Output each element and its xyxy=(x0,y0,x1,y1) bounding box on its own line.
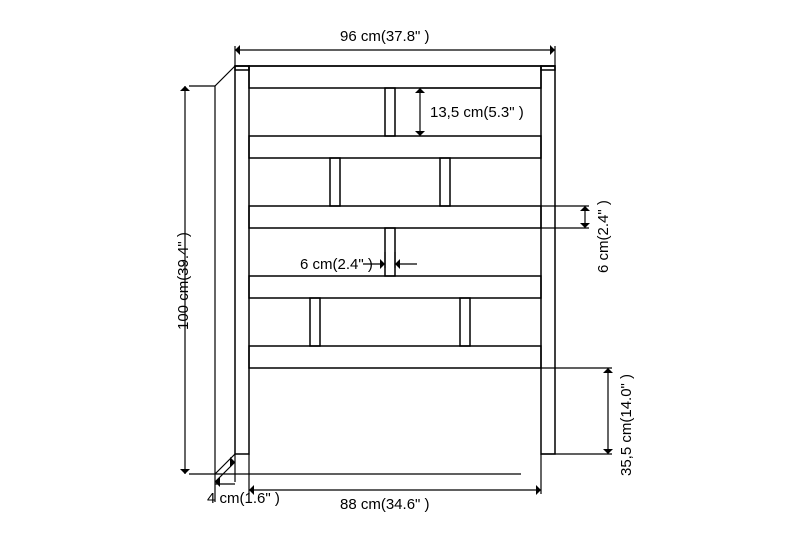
dim-label: 96 cm(37.8" ) xyxy=(340,28,430,45)
dim-label: 6 cm(2.4" ) xyxy=(300,256,373,273)
dim-label: 4 cm(1.6" ) xyxy=(207,490,280,507)
dim-label: 13,5 cm(5.3" ) xyxy=(430,104,524,121)
dim-label: 100 cm(39.4" ) xyxy=(175,232,192,330)
dim-label: 88 cm(34.6" ) xyxy=(340,496,430,513)
dim-label: 35,5 cm(14.0" ) xyxy=(618,374,635,476)
dimension-diagram: 96 cm(37.8" ) 100 cm(39.4" ) 4 cm(1.6" ) 88… xyxy=(0,0,800,533)
dim-label: 6 cm(2.4" ) xyxy=(595,200,612,273)
diagram-svg xyxy=(0,0,800,533)
